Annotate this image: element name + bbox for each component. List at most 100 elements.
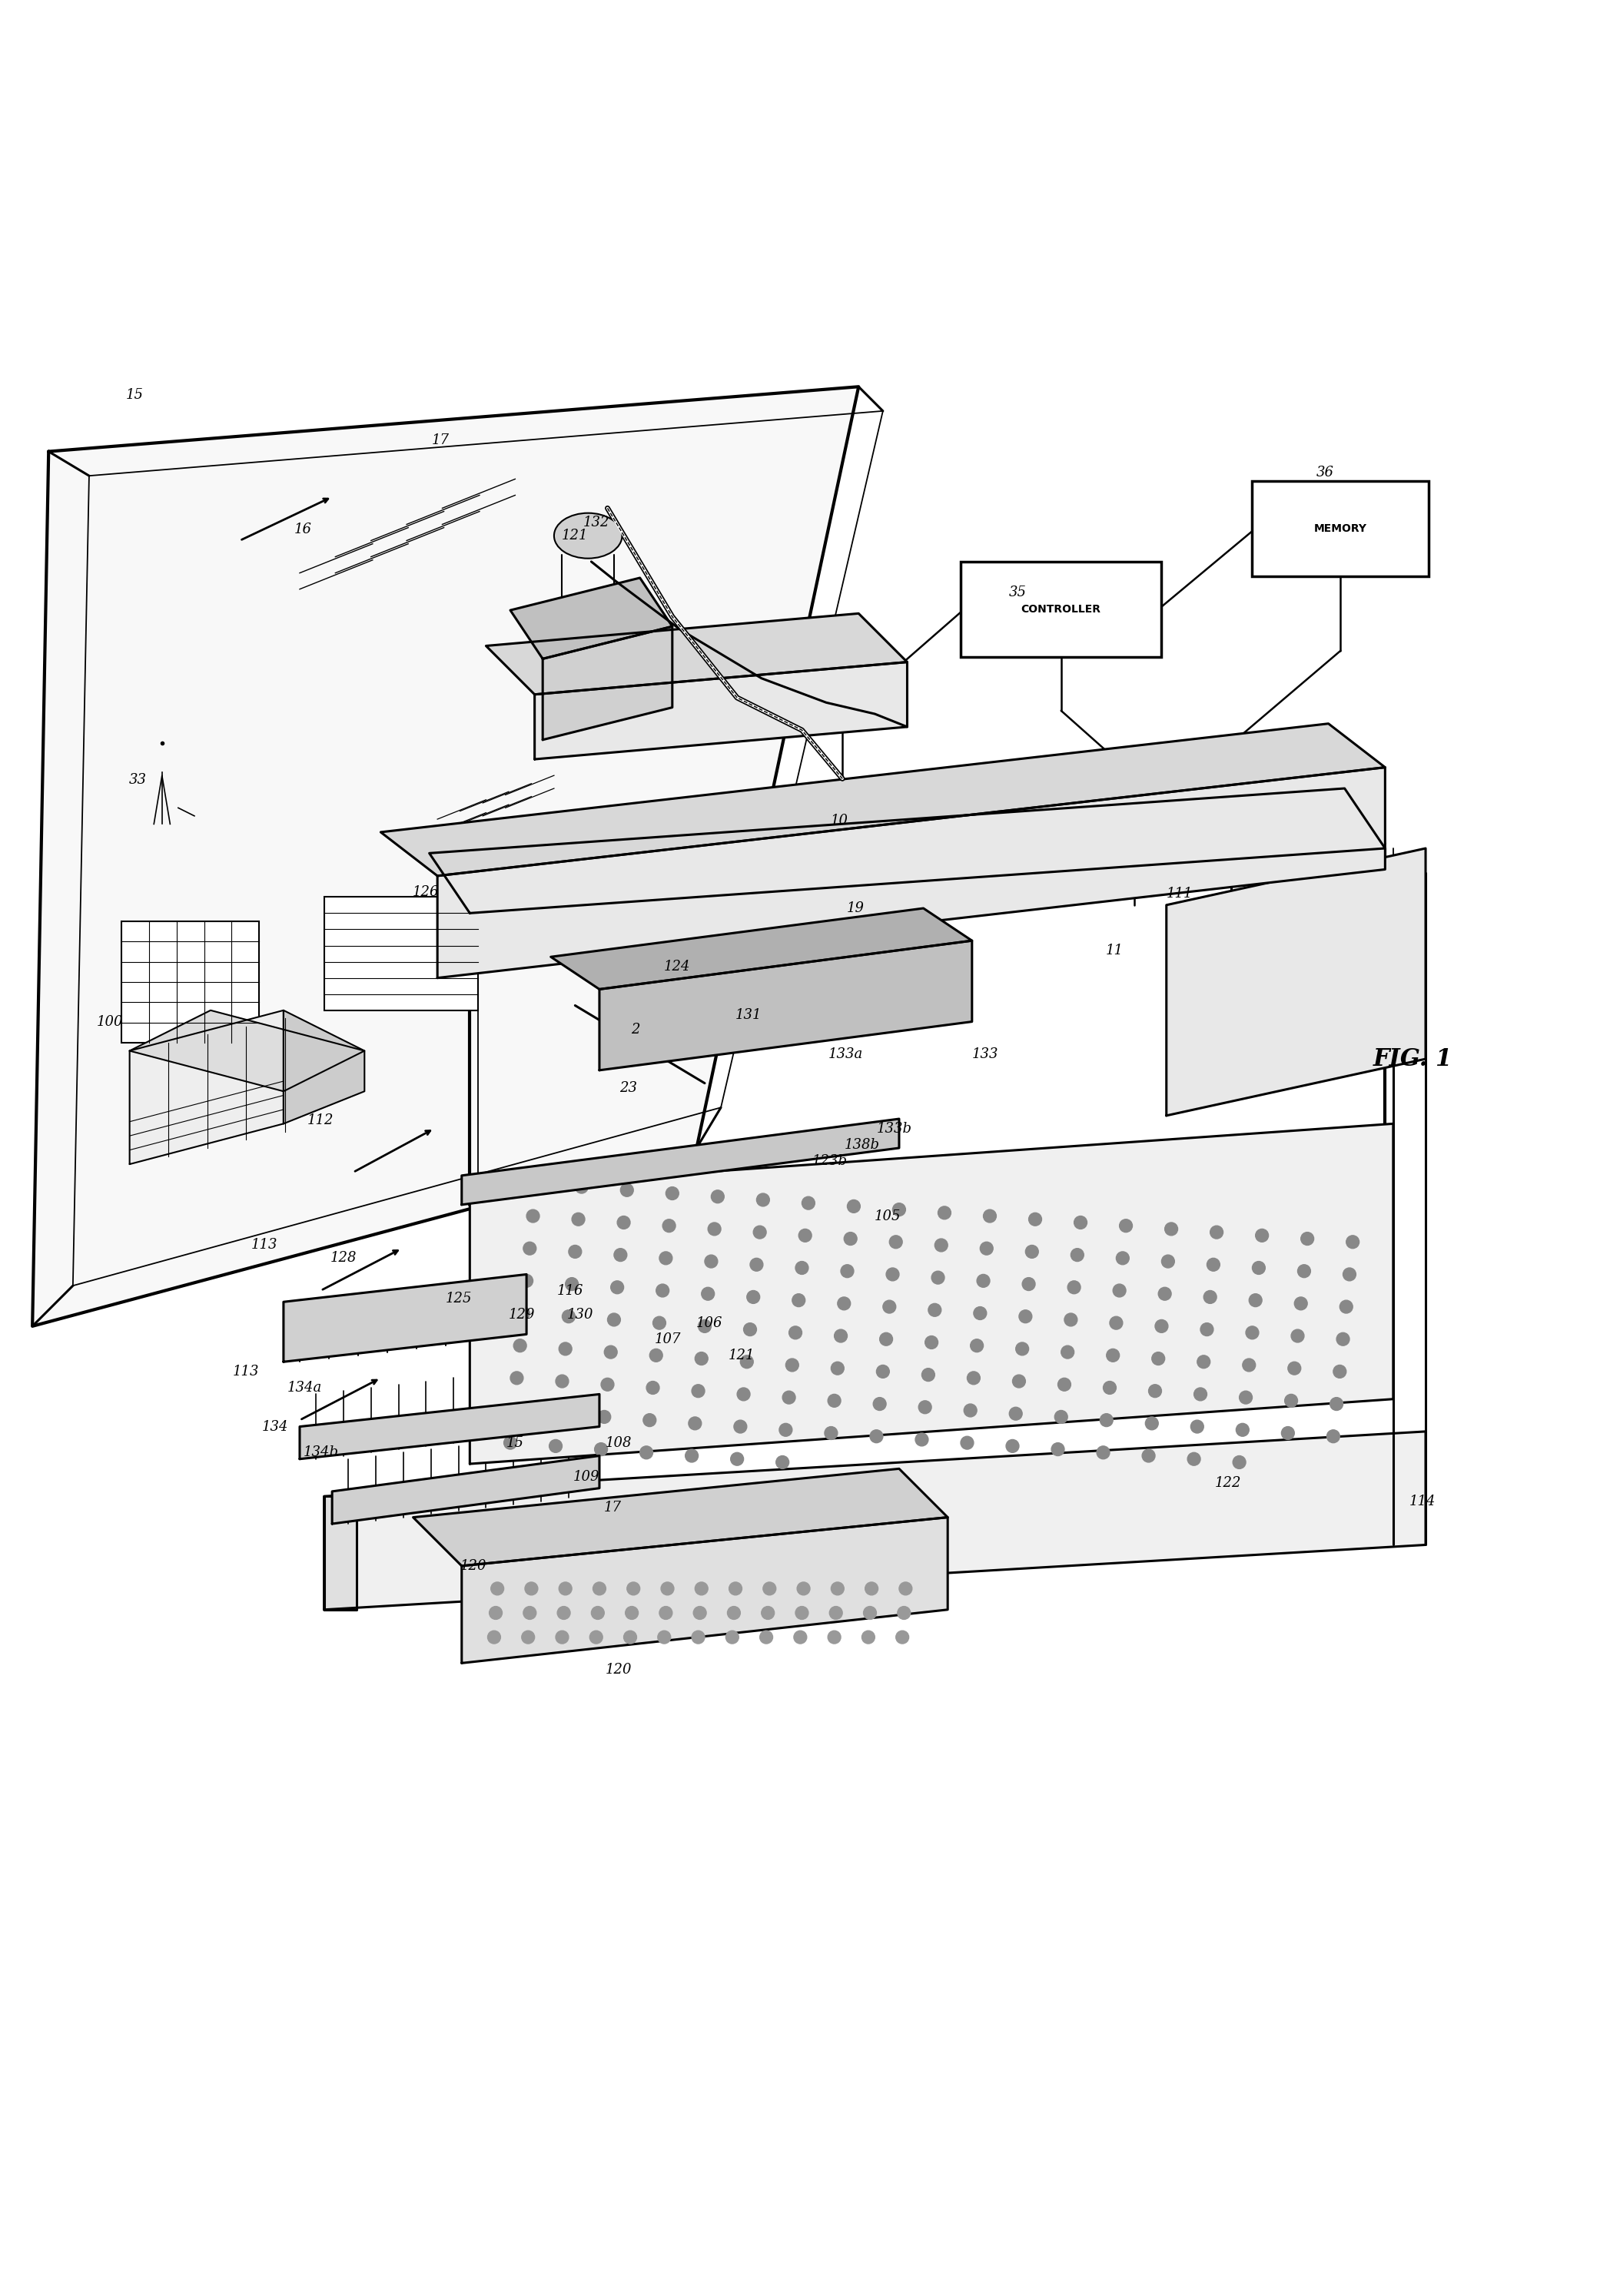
Circle shape	[569, 1244, 582, 1258]
Circle shape	[977, 1274, 990, 1288]
Circle shape	[727, 1607, 740, 1619]
Circle shape	[831, 1362, 844, 1375]
Circle shape	[1103, 1382, 1116, 1394]
Polygon shape	[332, 1456, 599, 1525]
Circle shape	[928, 1304, 941, 1316]
Circle shape	[659, 1251, 672, 1265]
Circle shape	[795, 1261, 808, 1274]
Polygon shape	[437, 767, 1385, 978]
Circle shape	[614, 1249, 627, 1261]
Text: 120: 120	[606, 1662, 632, 1676]
Circle shape	[838, 1297, 851, 1311]
Circle shape	[601, 1378, 614, 1391]
Circle shape	[557, 1607, 570, 1619]
Circle shape	[899, 1582, 912, 1596]
Circle shape	[640, 1446, 653, 1458]
Circle shape	[489, 1607, 502, 1619]
Circle shape	[572, 1212, 585, 1226]
Text: 113: 113	[233, 1364, 259, 1378]
Circle shape	[575, 1180, 588, 1194]
Circle shape	[1285, 1394, 1298, 1407]
Text: 11: 11	[1106, 944, 1123, 957]
Circle shape	[883, 1300, 896, 1313]
Circle shape	[1207, 1258, 1220, 1272]
Circle shape	[591, 1607, 604, 1619]
Circle shape	[925, 1336, 938, 1348]
Circle shape	[1343, 1267, 1356, 1281]
Circle shape	[841, 1265, 854, 1277]
Circle shape	[488, 1630, 501, 1644]
Circle shape	[1333, 1366, 1346, 1378]
Circle shape	[1340, 1300, 1353, 1313]
Circle shape	[737, 1387, 750, 1401]
Text: 128: 128	[330, 1251, 356, 1265]
Circle shape	[1061, 1345, 1074, 1359]
Polygon shape	[324, 1497, 356, 1609]
Circle shape	[961, 1437, 974, 1449]
Circle shape	[1100, 1414, 1113, 1426]
FancyBboxPatch shape	[1252, 480, 1429, 576]
Circle shape	[1152, 1352, 1165, 1366]
Circle shape	[653, 1316, 666, 1329]
Circle shape	[525, 1582, 538, 1596]
Circle shape	[520, 1274, 533, 1288]
Circle shape	[1074, 1217, 1087, 1228]
Circle shape	[862, 1630, 875, 1644]
Circle shape	[797, 1582, 810, 1596]
Circle shape	[593, 1582, 606, 1596]
Circle shape	[659, 1607, 672, 1619]
Text: 121: 121	[562, 528, 588, 542]
Circle shape	[729, 1582, 742, 1596]
Circle shape	[608, 1313, 620, 1327]
Text: CONTROLLER: CONTROLLER	[1021, 604, 1102, 615]
Text: 134a: 134a	[287, 1380, 322, 1394]
Text: 17: 17	[604, 1502, 620, 1515]
Text: 113: 113	[251, 1238, 277, 1251]
Circle shape	[646, 1382, 659, 1394]
Circle shape	[625, 1607, 638, 1619]
Bar	[122, 921, 259, 1042]
Text: 23: 23	[620, 1081, 637, 1095]
Circle shape	[734, 1421, 747, 1433]
Text: 112: 112	[308, 1114, 334, 1127]
Circle shape	[757, 1194, 770, 1205]
Circle shape	[530, 1178, 543, 1189]
Circle shape	[1233, 1456, 1246, 1469]
Polygon shape	[324, 1430, 1426, 1609]
Text: 133b: 133b	[876, 1123, 912, 1137]
Circle shape	[893, 1203, 906, 1217]
Circle shape	[726, 1630, 739, 1644]
Text: 126: 126	[413, 886, 439, 900]
Polygon shape	[429, 788, 1385, 914]
Polygon shape	[599, 941, 972, 1070]
Text: 124: 124	[664, 960, 690, 974]
Circle shape	[643, 1414, 656, 1426]
Circle shape	[595, 1442, 608, 1456]
Circle shape	[650, 1348, 663, 1362]
Circle shape	[1336, 1332, 1349, 1345]
Circle shape	[523, 1607, 536, 1619]
Circle shape	[1051, 1442, 1064, 1456]
Circle shape	[549, 1440, 562, 1453]
Circle shape	[701, 1288, 714, 1300]
Circle shape	[834, 1329, 847, 1343]
Circle shape	[698, 1320, 711, 1332]
Bar	[324, 898, 478, 1010]
Circle shape	[974, 1306, 987, 1320]
Circle shape	[747, 1290, 760, 1304]
Circle shape	[611, 1281, 624, 1293]
Circle shape	[750, 1258, 763, 1272]
Circle shape	[1068, 1281, 1081, 1293]
Text: 132: 132	[583, 517, 609, 530]
Circle shape	[873, 1398, 886, 1410]
Circle shape	[825, 1426, 838, 1440]
Text: 131: 131	[735, 1008, 761, 1022]
Text: 35: 35	[1009, 585, 1025, 599]
Circle shape	[1256, 1228, 1268, 1242]
Circle shape	[559, 1582, 572, 1596]
Circle shape	[1019, 1311, 1032, 1322]
Circle shape	[1187, 1453, 1200, 1465]
Circle shape	[510, 1371, 523, 1384]
Circle shape	[744, 1322, 757, 1336]
Circle shape	[1291, 1329, 1304, 1343]
